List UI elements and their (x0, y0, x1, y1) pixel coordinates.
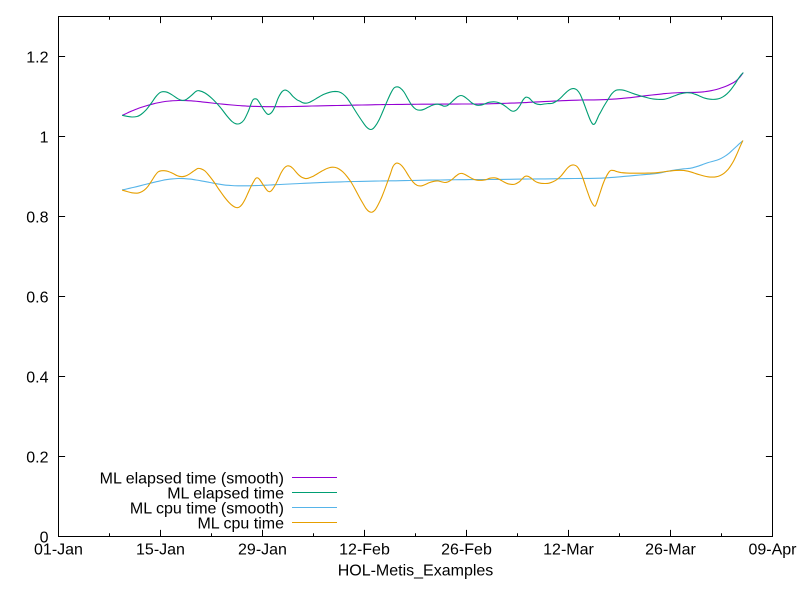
svg-text:26-Mar: 26-Mar (645, 542, 696, 559)
svg-text:01-Jan: 01-Jan (34, 542, 83, 559)
svg-text:26-Feb: 26-Feb (441, 542, 492, 559)
svg-text:0.8: 0.8 (26, 209, 48, 226)
svg-text:12-Feb: 12-Feb (339, 542, 390, 559)
svg-text:12-Mar: 12-Mar (543, 542, 594, 559)
svg-text:0: 0 (40, 529, 49, 546)
svg-text:29-Jan: 29-Jan (238, 542, 287, 559)
svg-text:15-Jan: 15-Jan (136, 542, 185, 559)
svg-text:ML elapsed time (smooth): ML elapsed time (smooth) (100, 470, 284, 487)
svg-text:ML cpu time: ML cpu time (197, 515, 284, 532)
svg-text:1.2: 1.2 (26, 49, 48, 66)
svg-text:0.4: 0.4 (26, 369, 48, 386)
svg-text:0.6: 0.6 (26, 289, 48, 306)
svg-text:1: 1 (40, 129, 49, 146)
svg-text:09-Apr: 09-Apr (748, 542, 797, 559)
svg-text:ML cpu time (smooth): ML cpu time (smooth) (130, 500, 284, 517)
svg-text:HOL-Metis_Examples: HOL-Metis_Examples (338, 563, 494, 580)
svg-text:ML elapsed time: ML elapsed time (167, 485, 284, 502)
svg-text:0.2: 0.2 (26, 449, 48, 466)
